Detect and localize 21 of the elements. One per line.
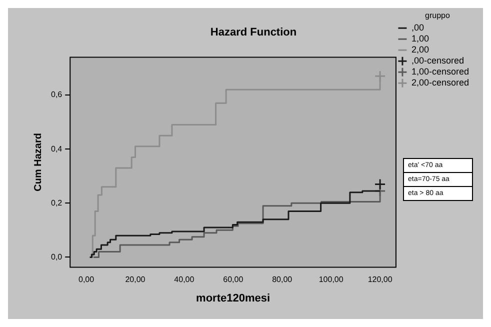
legend-label: 2,00	[411, 44, 429, 55]
x-axis-title: morte120mesi	[196, 292, 270, 304]
legend-label: 1,00-censored	[411, 66, 470, 77]
legend-label: ,00-censored	[411, 56, 464, 66]
chart-title: Hazard Function	[210, 26, 297, 39]
legend-label: 1,00	[411, 34, 429, 44]
y-tick-label: 0,0	[50, 252, 63, 262]
x-tick-label: 40,00	[174, 275, 195, 284]
x-tick-label: 0,00	[78, 275, 95, 284]
x-tick-label: 80,00	[272, 275, 293, 284]
x-tick-label: 20,00	[125, 275, 146, 284]
legend-label: ,00	[411, 22, 424, 33]
x-tick-label: 100,00	[318, 275, 344, 284]
x-tick-label: 120,00	[368, 275, 393, 284]
legend-title: gruppo	[425, 11, 450, 20]
x-tick-label: 60,00	[223, 275, 244, 284]
y-tick-label: 0,4	[50, 144, 63, 154]
y-tick-label: 0,6	[50, 90, 63, 100]
y-axis-title: Cum Hazard	[32, 133, 44, 192]
legend-label: 2,00-censored	[411, 78, 470, 88]
y-tick-label: 0,2	[50, 198, 63, 208]
